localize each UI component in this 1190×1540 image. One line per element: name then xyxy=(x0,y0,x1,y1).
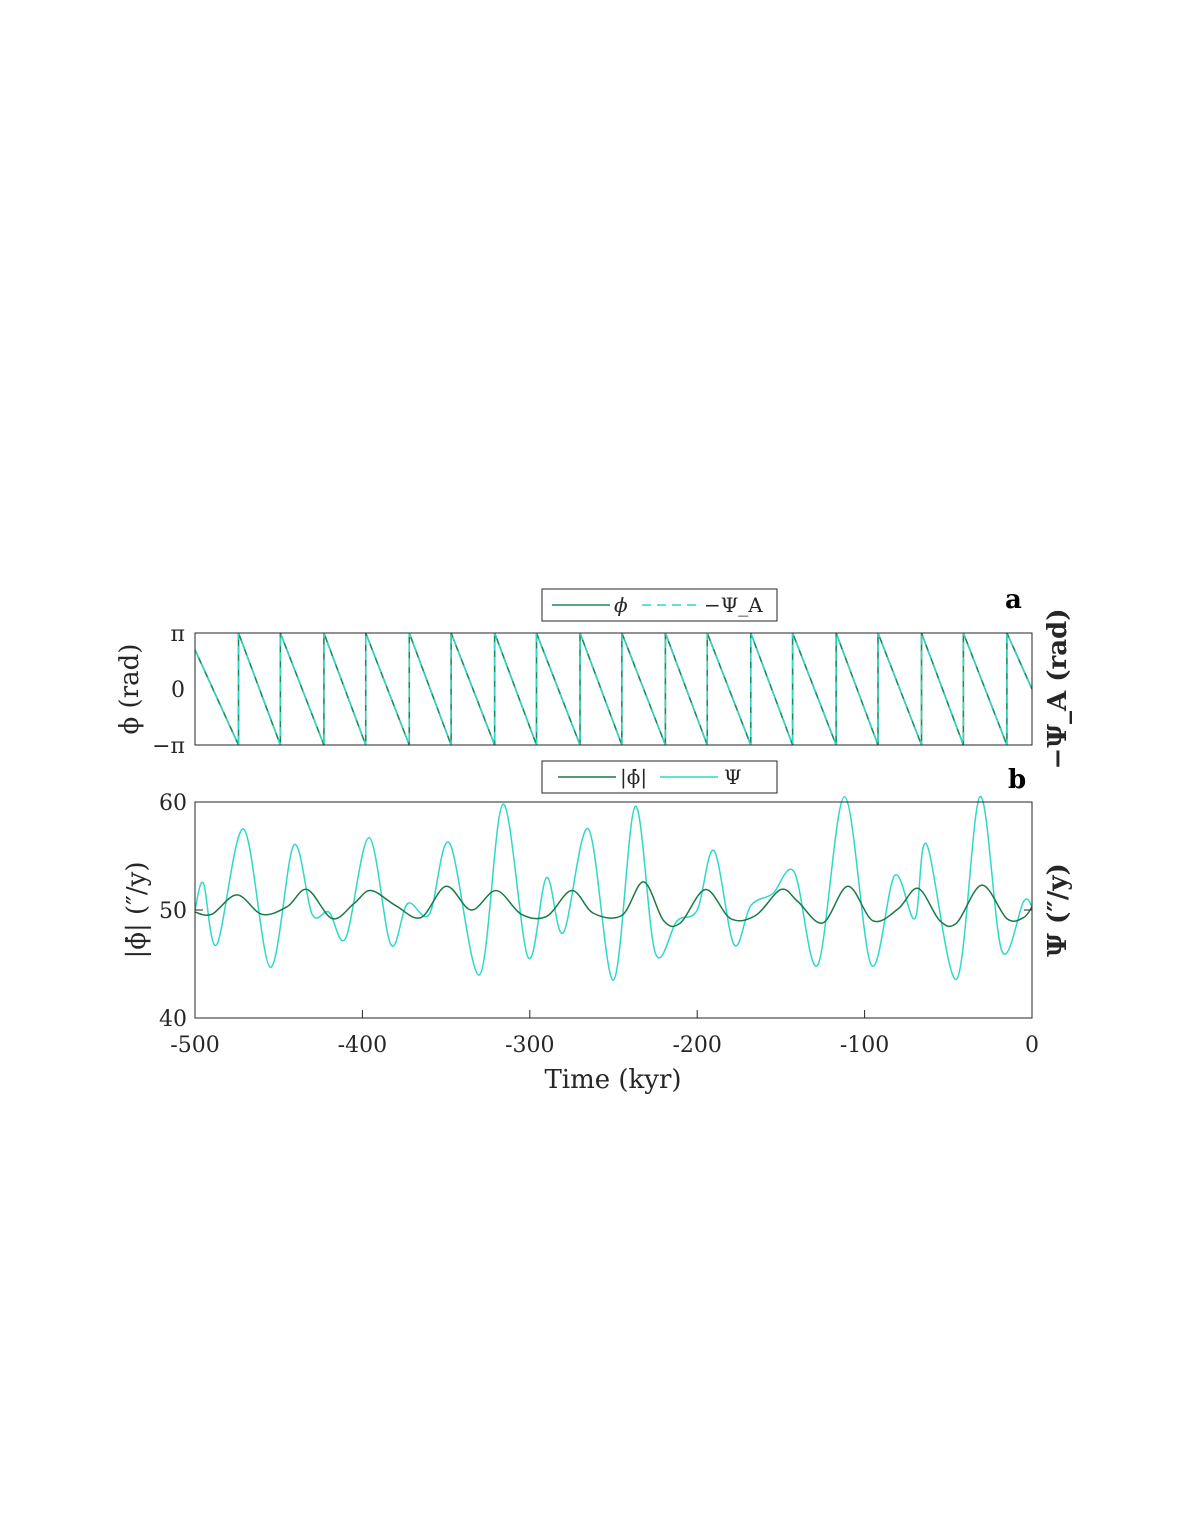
panel-b-ylabel-right: Ψ (″/y) xyxy=(1043,863,1073,957)
panel-b-yticks: 60 50 40 xyxy=(159,791,1032,1032)
series-psi-line xyxy=(194,795,1033,981)
legend-b-phidot-label: |ϕ̇| xyxy=(620,765,647,790)
panel-label-b: b xyxy=(1008,765,1026,795)
xtick-label: -100 xyxy=(840,1033,889,1058)
panel-b-ylabel-left: |ϕ̇| (″/y) xyxy=(122,862,152,959)
panel-b: |ϕ̇| Ψ b -500 -400 -300 -200 -100 0 60 50 40 Ti… xyxy=(122,760,1073,1095)
panel-a-series xyxy=(194,632,1033,746)
xtick-label: -200 xyxy=(672,1033,721,1058)
ytick-label: 40 xyxy=(159,1007,187,1032)
xtick-label: -400 xyxy=(338,1033,387,1058)
panel-label-a: a xyxy=(1005,585,1022,615)
legend-a-psiA-label: −Ψ_A xyxy=(704,593,763,617)
panel-b-series xyxy=(194,795,1033,981)
panel-a-ylabel-left: ϕ (rad) xyxy=(115,644,145,735)
panel-a-ylabel-right: −Ψ_A (rad) xyxy=(1043,608,1073,769)
ytick-label: 60 xyxy=(159,791,187,816)
xtick-label: 0 xyxy=(1025,1033,1039,1058)
panel-a: ϕ −Ψ_A a π 0 −π ϕ (rad) −Ψ_A (rad) xyxy=(115,585,1073,770)
series-phi-line xyxy=(194,632,1033,746)
panel-a-ytick-pi: π xyxy=(171,622,185,647)
xtick-label: -300 xyxy=(505,1033,554,1058)
panel-b-xlabel: Time (kyr) xyxy=(544,1065,681,1095)
series-minus-psiA-line xyxy=(194,632,1033,746)
series-phidot-line xyxy=(194,881,1033,928)
ytick-label: 50 xyxy=(159,899,187,924)
legend-a-phi-label: ϕ xyxy=(614,593,628,617)
legend-b-psi-label: Ψ xyxy=(724,765,742,789)
panel-b-xticks: -500 -400 -300 -200 -100 0 xyxy=(170,1010,1039,1058)
panel-a-ytick-0: 0 xyxy=(171,678,185,703)
panel-a-plot-frame xyxy=(194,632,1033,746)
panel-b-plot-frame xyxy=(194,801,1033,1019)
xtick-label: -500 xyxy=(170,1033,219,1058)
panel-a-ytick-minus-pi: −π xyxy=(152,734,185,759)
